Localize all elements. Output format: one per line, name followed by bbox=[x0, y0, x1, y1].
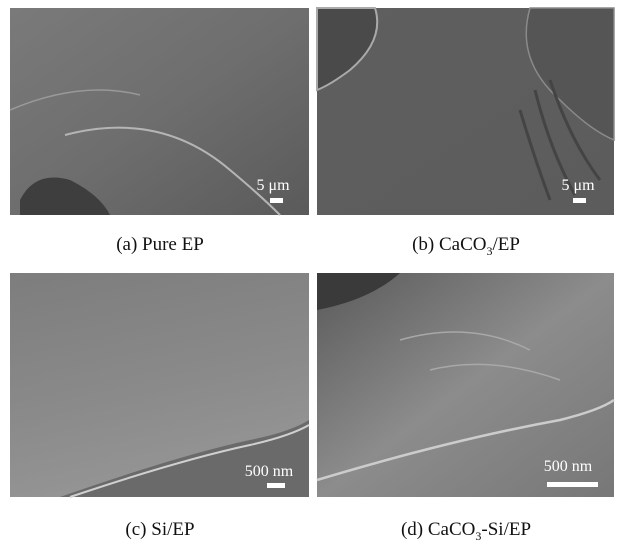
caption-text: (a) Pure EP bbox=[116, 234, 204, 255]
caption: (c) Si/EP bbox=[125, 519, 194, 540]
scale-bar bbox=[547, 482, 598, 487]
panel-a: 5 μm bbox=[10, 8, 309, 215]
panel-b: 5 μm bbox=[317, 8, 614, 215]
caption-text: (b) CaCO bbox=[412, 234, 486, 255]
caption-text: (c) Si/EP bbox=[125, 519, 194, 540]
caption: (a) Pure EP bbox=[116, 234, 204, 255]
scale-label: 500 nm bbox=[245, 463, 294, 480]
panel-d: 500 nm bbox=[317, 273, 614, 497]
caption: (d) CaCO3-Si/EP bbox=[401, 519, 531, 543]
scale-label: 5 μm bbox=[256, 177, 290, 194]
caption: (b) CaCO3/EP bbox=[412, 234, 520, 258]
scale-bar bbox=[267, 483, 285, 488]
caption-text: -Si/EP bbox=[481, 519, 531, 540]
scale-label: 5 μm bbox=[561, 177, 595, 194]
figure: 5 μm 5 μm 500 nm 500 nm (a) Pure EP (b) C… bbox=[0, 0, 620, 544]
scale-bar bbox=[270, 198, 283, 203]
scale-bar bbox=[573, 198, 586, 203]
caption-text: (d) CaCO bbox=[401, 519, 475, 540]
panel-c: 500 nm bbox=[10, 273, 309, 497]
scale-label: 500 nm bbox=[544, 458, 593, 475]
caption-text: /EP bbox=[492, 234, 519, 255]
